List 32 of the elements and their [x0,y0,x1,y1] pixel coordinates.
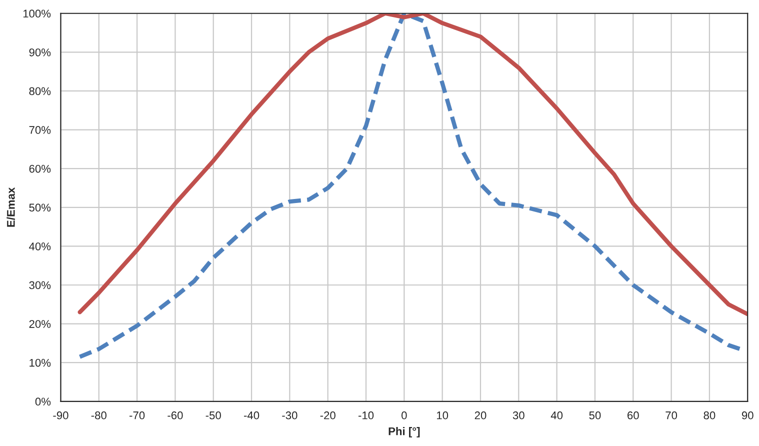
y-tick-label: 30% [29,281,51,290]
y-tick-label: 80% [29,87,51,96]
x-axis-title: Phi [°] [388,427,420,438]
x-tick-label: -90 [53,411,68,420]
y-tick-label: 20% [29,320,51,328]
y-tick-label: 10% [30,358,51,367]
y-tick-label: 40% [29,242,51,250]
x-tick-label: 0 [402,411,407,420]
x-tick-label: -50 [206,411,221,420]
y-tick-label: 100% [23,10,51,18]
x-tick-label: 30 [512,411,524,420]
x-tick-label: 50 [589,411,601,420]
y-tick-label: 60% [29,164,51,173]
x-tick-label: 40 [550,411,563,420]
x-tick-label: 20 [474,411,486,420]
x-tick-label: 70 [666,411,678,420]
y-tick-label: 70% [29,126,51,134]
x-tick-label: -60 [168,411,183,420]
x-tick-label: 90 [742,411,754,420]
y-tick-label: 0% [35,398,51,406]
x-tick-label: 80 [704,411,716,420]
x-tick-label: 60 [628,411,639,420]
x-tick-label: -20 [320,411,336,420]
x-tick-label: -10 [358,411,374,420]
x-tick-label: -80 [91,411,106,420]
x-tick-label: -40 [244,411,260,420]
y-axis-title: E/Emax [6,187,15,227]
y-tick-label: 90% [29,48,51,56]
x-tick-label: 10 [436,411,448,420]
x-tick-label: -70 [130,411,145,420]
x-tick-label: -30 [282,411,298,420]
y-tick-label: 50% [29,204,51,212]
